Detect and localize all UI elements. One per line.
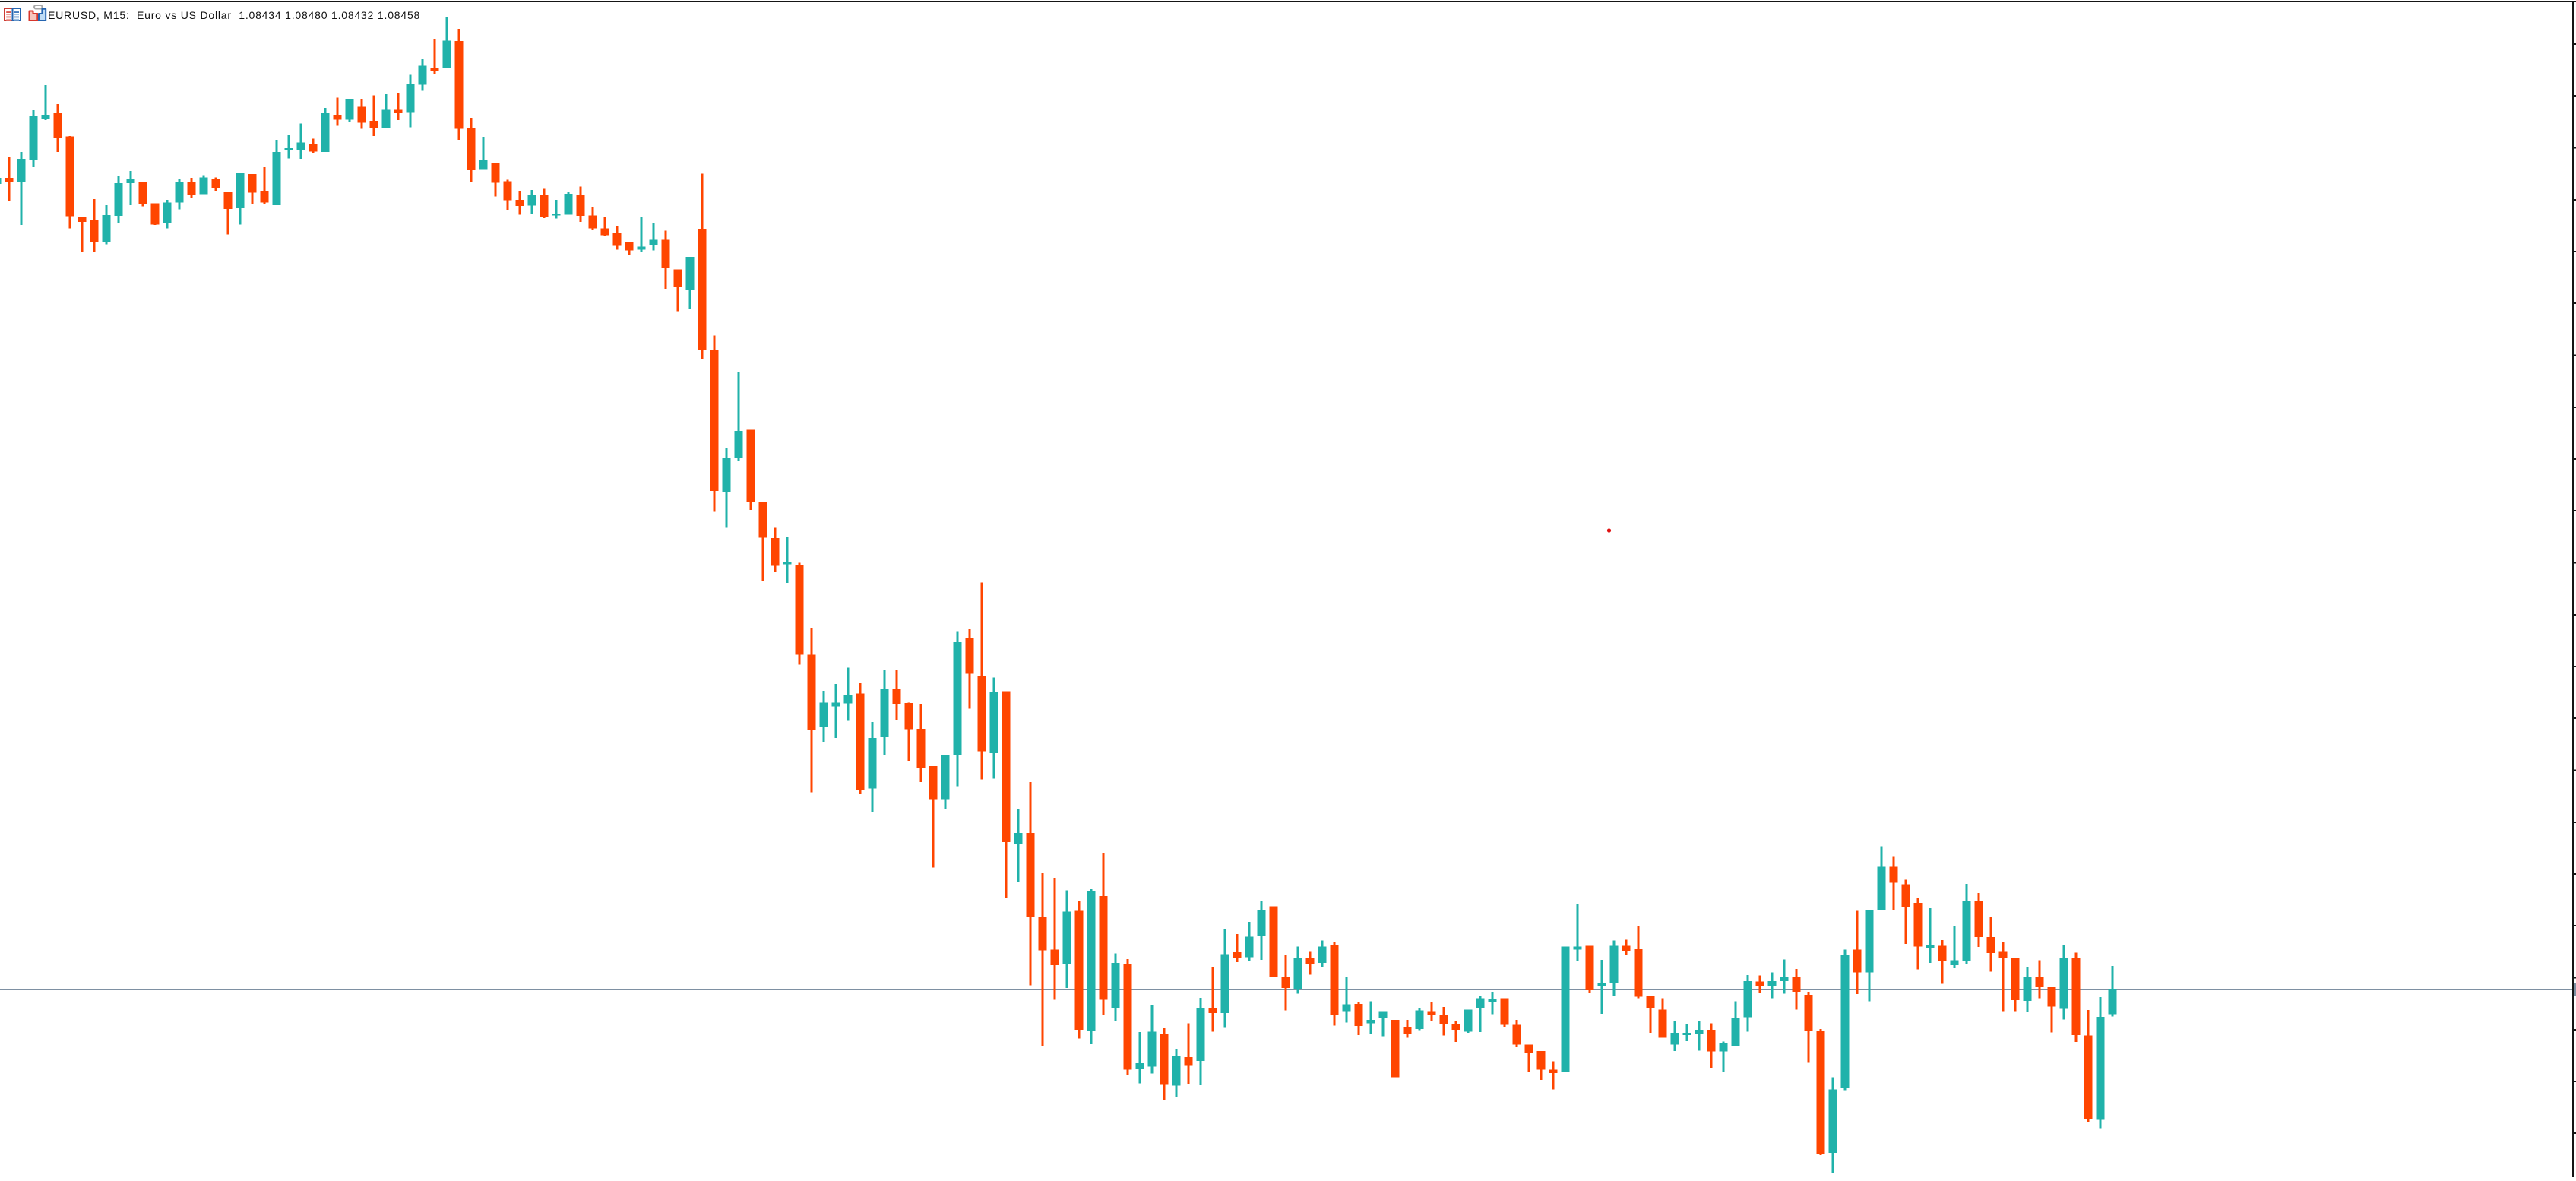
- svg-text:EURUSD, M15: Euro vs US Dolla: EURUSD, M15: Euro vs US Dollar 1.08434 1…: [48, 9, 420, 21]
